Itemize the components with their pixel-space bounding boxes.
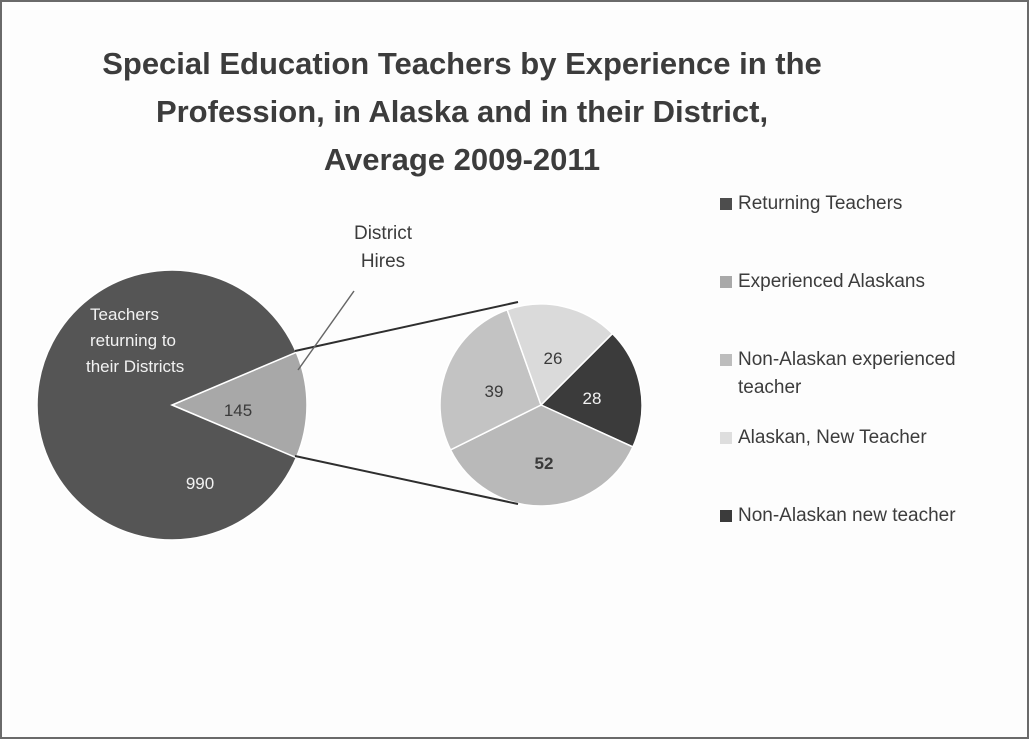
sub-pie-slice-2 <box>439 308 542 451</box>
returning-label-line-1: Teachers <box>90 305 159 324</box>
legend-item-alaskan-new-teacher: Alaskan, New Teacher <box>720 424 1013 452</box>
returning-label-line-2: returning to <box>90 331 176 350</box>
main-pie-slice-1 <box>36 269 298 541</box>
main-pie <box>36 269 308 541</box>
sub-pie <box>439 303 643 507</box>
main-pie-slice-0 <box>170 351 308 459</box>
hires-value-label: 145 <box>224 401 252 420</box>
legend-label-alaskan-new-teacher: Alaskan, New Teacher <box>738 427 927 448</box>
returning-label-line-3: their Districts <box>86 357 184 376</box>
legend-swatch-non-alaskan-experienced <box>720 354 732 366</box>
connector-line-top <box>294 301 519 352</box>
sub-value-label-alaskan-new: 26 <box>544 349 563 368</box>
sub-value-label-non-alaskan-experienced: 52 <box>535 454 554 473</box>
legend-label-non-alaskan-experienced: Non-Alaskan experienced teacher <box>738 349 956 398</box>
legend-label-non-alaskan-new-teacher: Non-Alaskan new teacher <box>738 505 956 526</box>
callout-district-line-2: Hires <box>361 251 405 272</box>
sub-pie-slice-1 <box>449 404 634 507</box>
sub-value-label-experienced-alaskans: 39 <box>485 382 504 401</box>
sub-value-label-non-alaskan-new: 28 <box>583 389 602 408</box>
callout-leader-line <box>297 290 355 371</box>
legend-swatch-experienced-alaskans <box>720 276 732 288</box>
chart-title-line-1: Special Education Teachers by Experience… <box>102 46 822 81</box>
legend-label-experienced-alaskans: Experienced Alaskans <box>738 271 925 292</box>
legend-item-experienced-alaskans: Experienced Alaskans <box>720 268 1013 296</box>
legend-item-non-alaskan-new-teacher: Non-Alaskan new teacher <box>720 502 1013 530</box>
legend-swatch-returning-teachers <box>720 198 732 210</box>
legend-item-non-alaskan-experienced: Non-Alaskan experienced teacher <box>720 346 1013 402</box>
legend-item-returning-teachers: Returning Teachers <box>720 190 1013 218</box>
returning-value-label: 990 <box>186 474 214 493</box>
legend-label-returning-teachers: Returning Teachers <box>738 193 903 214</box>
legend-swatch-alaskan-new-teacher <box>720 432 732 444</box>
sub-pie-slice-3 <box>506 303 614 407</box>
sub-pie-slice-0 <box>539 332 643 448</box>
chart-title: Special Education Teachers by Experience… <box>32 40 892 184</box>
callout-district-line-1: District <box>354 223 413 244</box>
chart-title-line-2: Profession, in Alaska and in their Distr… <box>155 94 769 129</box>
legend-swatch-non-alaskan-new-teacher <box>720 510 732 522</box>
chart-title-line-3: Average 2009-2011 <box>323 142 601 177</box>
connector-line-bottom <box>294 455 519 505</box>
